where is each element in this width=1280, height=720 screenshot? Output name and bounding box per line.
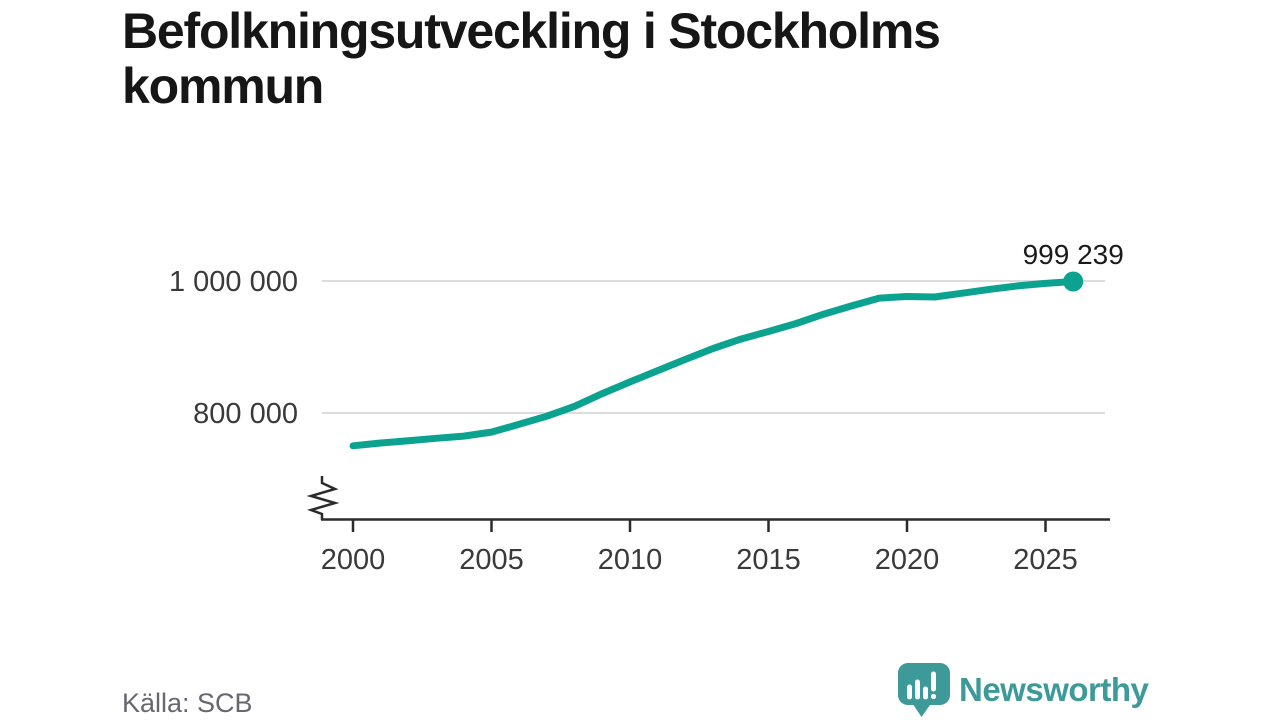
x-axis-tick-label: 2020 [875,544,940,576]
newsworthy-brand: Newsworthy [897,661,1149,718]
chart-title: Befolkningsutveckling i Stockholms kommu… [122,3,941,114]
y-axis-tick-label: 1 000 000 [169,266,298,298]
brand-exclamation-dot [930,693,937,700]
y-axis-break-icon [306,476,340,520]
x-axis-tick-label: 2025 [1013,544,1078,576]
source-credit: Källa: SCB [122,688,253,718]
newsworthy-logo-icon [898,663,950,717]
x-axis-tick-label: 2000 [321,544,386,576]
population-line [349,278,1077,450]
y-axis-tick-label: 800 000 [193,398,298,430]
brand-wordmark: Newsworthy [959,670,1149,708]
x-axis-tick-label: 2015 [736,544,801,576]
brand-bars [907,671,936,700]
end-value-label: 999 239 [1022,239,1124,270]
x-axis-tick-label: 2010 [598,544,663,576]
end-point-marker [1063,271,1084,292]
x-axis-tick-label: 2005 [459,544,524,576]
